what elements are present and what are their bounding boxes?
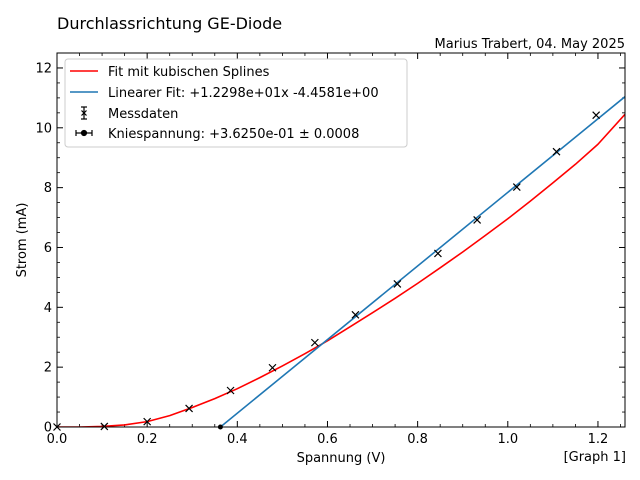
- y-tick-label: 4: [44, 301, 52, 316]
- data-point-stroke: [351, 310, 360, 319]
- legend-entry-spline: Fit mit kubischen Splines: [70, 65, 270, 80]
- x-tick-label: 1.2: [588, 432, 609, 447]
- data-point-stroke: [552, 147, 561, 156]
- data-point-stroke: [310, 338, 319, 347]
- y-tick-label: 12: [35, 61, 52, 76]
- data-point: [433, 249, 442, 258]
- legend-label-spline: Fit mit kubischen Splines: [108, 65, 270, 80]
- y-tick-label: 2: [44, 361, 52, 376]
- data-point: [100, 422, 109, 431]
- data-point: [592, 111, 601, 120]
- data-point: [310, 338, 319, 347]
- data-point-stroke: [433, 249, 442, 258]
- legend: Fit mit kubischen Splines Linearer Fit: …: [64, 58, 408, 148]
- data-point: [143, 417, 152, 426]
- legend-label-knie: Kniespannung: +3.6250e-01 ± 0.0008: [108, 127, 359, 142]
- plot-area: 0.0 0.2 0.4 0.6 0.8 1.0 1.2 0 2 4 6 8 10 12: [35, 52, 626, 447]
- data-point: [552, 147, 561, 156]
- data-point-stroke: [143, 417, 152, 426]
- x-tick-label: 0.8: [407, 432, 428, 447]
- data-point-stroke: [592, 111, 601, 120]
- data-point: [268, 363, 277, 372]
- data-point-stroke: [473, 216, 482, 224]
- data-point: [351, 310, 360, 319]
- markers-layer: [53, 111, 601, 431]
- data-point-stroke: [393, 280, 402, 288]
- legend-entry-linear: Linearer Fit: +1.2298e+01x -4.4581e+00: [70, 86, 379, 101]
- data-point: [185, 404, 194, 413]
- data-point-stroke: [185, 404, 194, 413]
- y-axis-label: Strom (mA): [15, 203, 30, 278]
- x-axis-label: Spannung (V): [297, 451, 386, 466]
- data-point-stroke: [268, 363, 277, 372]
- x-tick-label: 1.0: [497, 432, 518, 447]
- data-point: [512, 183, 521, 191]
- data-point-stroke: [512, 183, 521, 191]
- x-tick-label: 0.4: [227, 432, 248, 447]
- data-point: [393, 280, 402, 288]
- chart-title: Durchlassrichtung GE-Diode: [57, 14, 282, 33]
- legend-entry-knie: Kniespannung: +3.6250e-01 ± 0.0008: [75, 127, 359, 142]
- chart-subtitle: Marius Trabert, 04. May 2025: [435, 37, 625, 52]
- data-point: [226, 386, 235, 395]
- y-tick-label: 6: [44, 241, 52, 256]
- legend-frame: [64, 58, 408, 148]
- plot-frame: [56, 52, 626, 428]
- legend-swatch-knie: [75, 129, 93, 137]
- series-layer: [57, 96, 625, 427]
- data-point-stroke: [100, 422, 109, 431]
- ticks-layer: 0.0 0.2 0.4 0.6 0.8 1.0 1.2 0 2 4 6 8 10 12: [35, 53, 625, 447]
- legend-entry-messdaten: Messdaten: [81, 106, 178, 122]
- y-tick-label: 0: [44, 421, 52, 436]
- data-point: [473, 216, 482, 224]
- legend-swatch-errorbar: [81, 106, 87, 120]
- series-line-0: [57, 113, 625, 427]
- series-line-1: [219, 96, 625, 427]
- y-tick-label: 8: [44, 181, 52, 196]
- x-tick-label: 0.2: [137, 432, 158, 447]
- data-point-stroke: [226, 386, 235, 395]
- legend-label-messdaten: Messdaten: [108, 107, 178, 122]
- graph-corner-label: [Graph 1]: [564, 450, 626, 465]
- y-tick-label: 10: [35, 121, 52, 136]
- x-tick-label: 0.0: [47, 432, 68, 447]
- x-tick-label: 0.6: [317, 432, 338, 447]
- legend-label-linear: Linearer Fit: +1.2298e+01x -4.4581e+00: [108, 86, 379, 101]
